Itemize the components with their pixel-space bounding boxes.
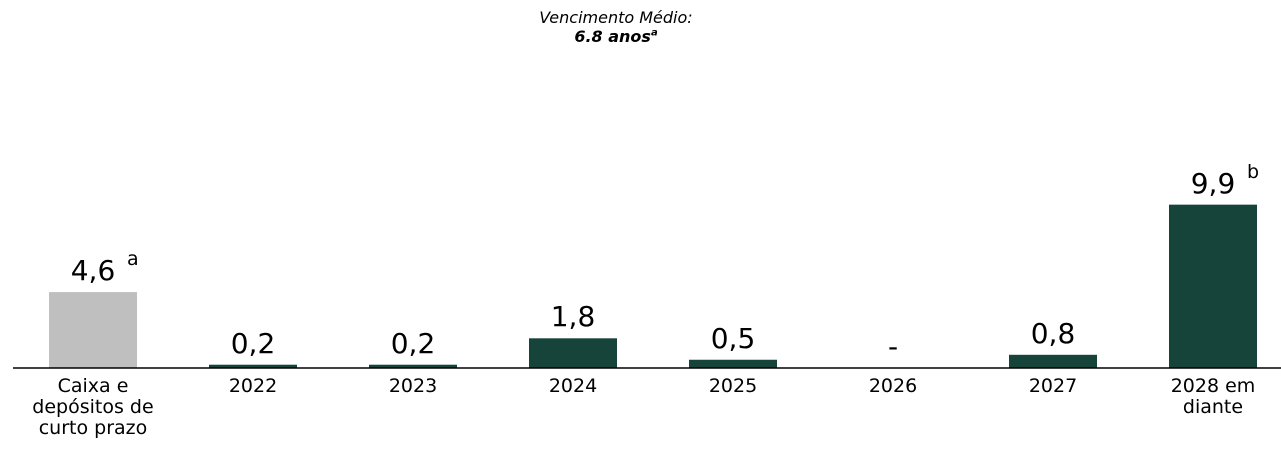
x-tick-label: 2024 [548,375,598,397]
value-label: 4,6 [70,254,116,288]
bar [49,292,137,368]
bar [529,338,617,368]
x-tick-label: 2023 [388,375,438,397]
bar [369,364,457,368]
value-label: 0,2 [390,326,436,360]
value-label: 0,2 [230,326,276,360]
x-tick-label: Caixa e depósitos de curto prazo [32,375,154,439]
bar [209,364,297,368]
value-label: 0,8 [1030,316,1076,350]
bar [1009,354,1097,368]
x-tick-label: 2022 [228,375,278,397]
value-label: 1,8 [550,300,596,334]
x-tick-label: 2026 [868,375,918,397]
value-label: 0,5 [710,321,756,355]
value-note: a [127,248,139,271]
x-tick-label: 2025 [708,375,758,397]
x-tick-label: 2027 [1028,375,1078,397]
subtitle-text: 6.8 anos [574,27,651,46]
subtitle-note: a [650,27,658,39]
bar [1169,204,1257,368]
bar [689,359,777,368]
value-label: 9,9 [1190,166,1236,200]
value-label: - [887,330,899,363]
chart-subtitle: 6.8 anosa [0,27,1232,46]
x-tick-label: 2028 em diante [1170,375,1256,418]
value-note: b [1247,160,1260,183]
chart-title: Vencimento Médio: [539,8,693,27]
